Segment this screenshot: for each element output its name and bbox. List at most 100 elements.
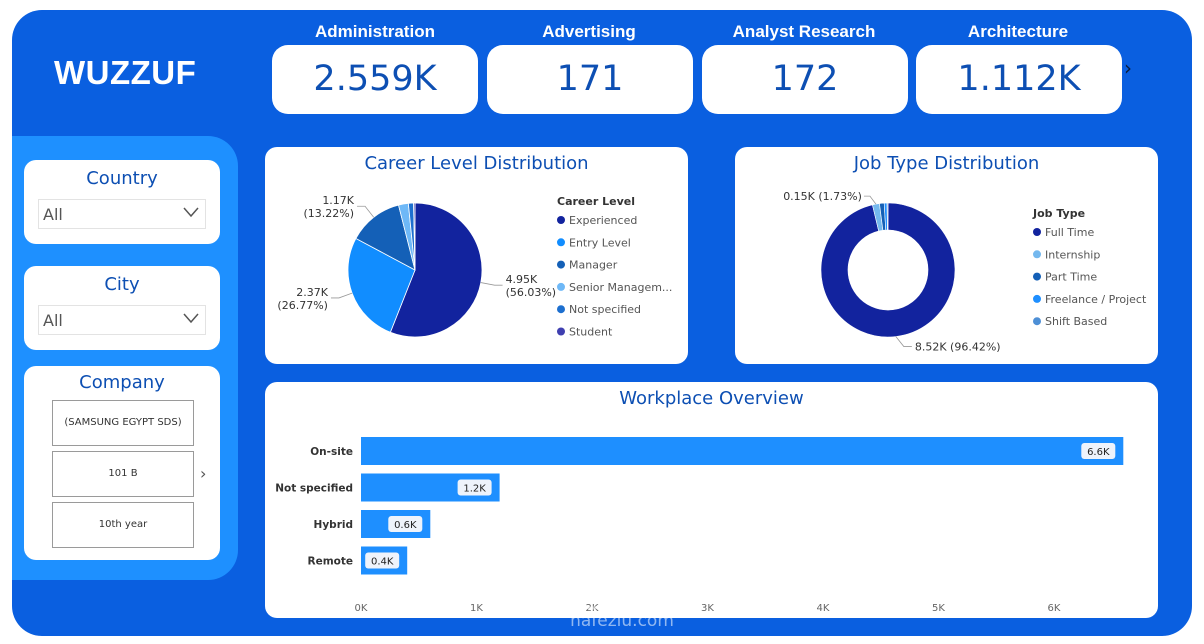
data-label-full-time: 8.52K (96.42%) xyxy=(915,341,1001,354)
bar-value-label: 0.4K xyxy=(371,557,394,568)
workplace-card: Workplace Overview On-site 6.6K Not specif… xyxy=(265,382,1158,618)
bar-category-label: On-site xyxy=(310,446,353,458)
legend-marker xyxy=(557,282,565,291)
leader-line xyxy=(480,282,503,286)
legend-item[interactable]: Experienced xyxy=(569,214,637,227)
job-type-title: Job Type Distribution xyxy=(853,153,1040,174)
kpi-card-analyst-research: 172 xyxy=(702,45,908,114)
job-type-card: Job Type Distribution Job Type Full Time I… xyxy=(735,147,1158,364)
watermark: نفذلي nafezlu.com xyxy=(532,576,712,630)
data-label-value: 2.37K xyxy=(296,286,328,299)
legend-marker xyxy=(557,305,565,314)
city-slicer-title: City xyxy=(104,274,140,295)
watermark-arabic: نفذلي xyxy=(580,574,664,614)
data-label-internship: 0.15K (1.73%) xyxy=(783,190,862,203)
x-tick-label: 5K xyxy=(932,603,945,614)
x-tick-label: 3K xyxy=(701,603,714,614)
chevron-right-icon[interactable]: › xyxy=(1124,56,1132,80)
bar-on-site[interactable] xyxy=(361,437,1124,465)
pie-slice-student[interactable] xyxy=(413,202,416,271)
pie-slice-entry-level[interactable] xyxy=(347,237,416,333)
legend-marker xyxy=(1033,228,1041,236)
kpi-title-analyst-research: Analyst Research xyxy=(732,22,876,41)
kpi-card-administration: 2.559K xyxy=(272,45,478,114)
bar-value-badge xyxy=(1081,443,1116,459)
chevron-right-icon[interactable]: › xyxy=(200,464,207,483)
company-item[interactable]: (SAMSUNG EGYPT SDS) xyxy=(52,400,194,446)
bar-value-label: 1.2K xyxy=(463,484,486,495)
legend-item[interactable]: Manager xyxy=(569,259,618,272)
legend-marker xyxy=(557,327,565,336)
watermark-latin: nafezlu.com xyxy=(570,611,674,631)
country-dropdown[interactable]: All xyxy=(38,199,206,229)
leader-line xyxy=(330,292,353,299)
country-dropdown-value: All xyxy=(43,205,63,224)
data-label-pct: (56.03%) xyxy=(506,286,557,299)
legend-item[interactable]: Student xyxy=(569,326,613,339)
workplace-chart: On-site 6.6K Not specified 1.2K Hybrid 0.6K Re… xyxy=(275,437,1124,614)
dashboard-frame: WUZZUF Administration 2.559K Advertising… xyxy=(12,10,1192,636)
legend: Career Level Experienced Entry Level Manage… xyxy=(557,195,672,339)
career-level-title: Career Level Distribution xyxy=(364,153,589,174)
legend-marker xyxy=(557,216,565,224)
data-label-pct: (26.77%) xyxy=(277,299,328,312)
kpi-title-architecture: Architecture xyxy=(967,22,1069,41)
company-slicer-title: Company xyxy=(79,372,165,393)
chevron-down-icon xyxy=(183,207,199,218)
career-level-card: Career Level Distribution Career Level Ex… xyxy=(265,147,688,364)
city-dropdown-value: All xyxy=(43,311,63,330)
bar-value-badge xyxy=(388,516,423,532)
x-tick-label: 0K xyxy=(355,603,368,614)
legend: Job Type Full Time Internship Part Time Free… xyxy=(1032,207,1147,328)
bar-value-badge xyxy=(457,479,492,496)
legend-marker xyxy=(557,238,565,247)
kpi-card-advertising: 171 xyxy=(487,45,693,114)
company-item[interactable]: 101 B xyxy=(52,451,194,497)
bar-category-label: Remote xyxy=(307,556,353,568)
legend-marker xyxy=(557,260,565,269)
x-tick-label: 4K xyxy=(817,603,830,614)
wuzzuf-logo: WUZZUF xyxy=(54,54,197,91)
legend-item[interactable]: Senior Managem... xyxy=(569,281,672,294)
city-slicer: City All xyxy=(24,266,220,350)
chevron-down-icon xyxy=(183,313,199,324)
x-tick-label: 1K xyxy=(470,603,483,614)
donut-slice-full-time[interactable] xyxy=(820,202,956,338)
legend-title: Job Type xyxy=(1032,207,1085,220)
legend-item[interactable]: Freelance / Project xyxy=(1045,293,1147,306)
legend-item[interactable]: Internship xyxy=(1045,248,1100,261)
workplace-title: Workplace Overview xyxy=(619,388,804,409)
pie-slice-manager[interactable] xyxy=(355,204,416,271)
country-slicer: Country All xyxy=(24,160,220,244)
legend-item[interactable]: Shift Based xyxy=(1045,315,1107,328)
bar-value-badge xyxy=(365,552,400,569)
bar-value-label: 0.6K xyxy=(394,520,417,531)
legend-marker xyxy=(1033,294,1041,303)
legend-marker xyxy=(1033,272,1041,281)
pie-slice-experienced[interactable] xyxy=(389,202,483,338)
kpi-title-administration: Administration xyxy=(315,22,435,41)
legend-item[interactable]: Not specified xyxy=(569,303,641,316)
legend-item[interactable]: Entry Level xyxy=(569,236,631,249)
legend-item[interactable]: Full Time xyxy=(1045,226,1094,239)
donut-slice-shift-based[interactable] xyxy=(886,202,889,231)
kpi-card-architecture: 1.112K xyxy=(916,45,1122,114)
city-dropdown[interactable]: All xyxy=(38,305,206,335)
job-type-chart: Job Type Full Time Internship Part Time Free… xyxy=(783,190,1147,354)
bar-category-label: Not specified xyxy=(275,483,353,495)
kpi-title-advertising: Advertising xyxy=(542,22,636,41)
leader-line xyxy=(895,336,912,347)
data-label-value: 1.17K xyxy=(322,194,354,207)
leader-line xyxy=(357,205,374,218)
legend-marker xyxy=(1033,250,1041,259)
legend-item[interactable]: Part Time xyxy=(1045,271,1097,284)
filter-panel: Country All City All Company (SAMSUNG EG… xyxy=(12,136,238,580)
career-level-chart: Career Level Experienced Entry Level Manage… xyxy=(277,194,672,339)
bar-value-label: 6.6K xyxy=(1087,447,1110,458)
bar-category-label: Hybrid xyxy=(314,519,353,531)
data-label-pct: (13.22%) xyxy=(304,207,355,220)
x-tick-label: 6K xyxy=(1048,603,1061,614)
x-tick-label: 2K xyxy=(586,603,599,614)
legend-title: Career Level xyxy=(557,195,635,208)
company-item[interactable]: 10th year xyxy=(52,502,194,548)
